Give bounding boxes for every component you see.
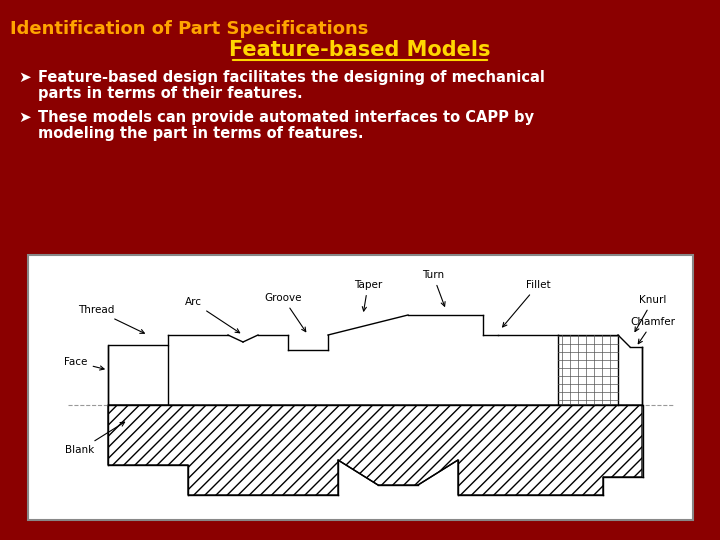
Text: Taper: Taper <box>354 280 382 311</box>
Text: Fillet: Fillet <box>503 280 550 327</box>
Text: These models can provide automated interfaces to CAPP by: These models can provide automated inter… <box>38 110 534 125</box>
Bar <box>108 345 168 405</box>
Text: Chamfer: Chamfer <box>631 317 675 343</box>
Text: Thread: Thread <box>78 305 145 333</box>
Text: parts in terms of their features.: parts in terms of their features. <box>38 86 302 101</box>
Text: Identification of Part Specifications: Identification of Part Specifications <box>10 20 369 38</box>
Text: Feature-based Models: Feature-based Models <box>229 40 491 60</box>
Bar <box>28 255 693 520</box>
Text: ➤: ➤ <box>18 110 31 125</box>
Text: Groove: Groove <box>264 293 306 332</box>
Polygon shape <box>108 405 642 495</box>
Text: Arc: Arc <box>184 297 240 333</box>
Text: Knurl: Knurl <box>635 295 667 332</box>
Text: Feature-based design facilitates the designing of mechanical: Feature-based design facilitates the des… <box>38 70 545 85</box>
Text: Blank: Blank <box>66 422 125 455</box>
Text: ➤: ➤ <box>18 70 31 85</box>
Text: Turn: Turn <box>422 270 445 306</box>
Text: modeling the part in terms of features.: modeling the part in terms of features. <box>38 126 364 141</box>
Text: Face: Face <box>64 357 104 370</box>
